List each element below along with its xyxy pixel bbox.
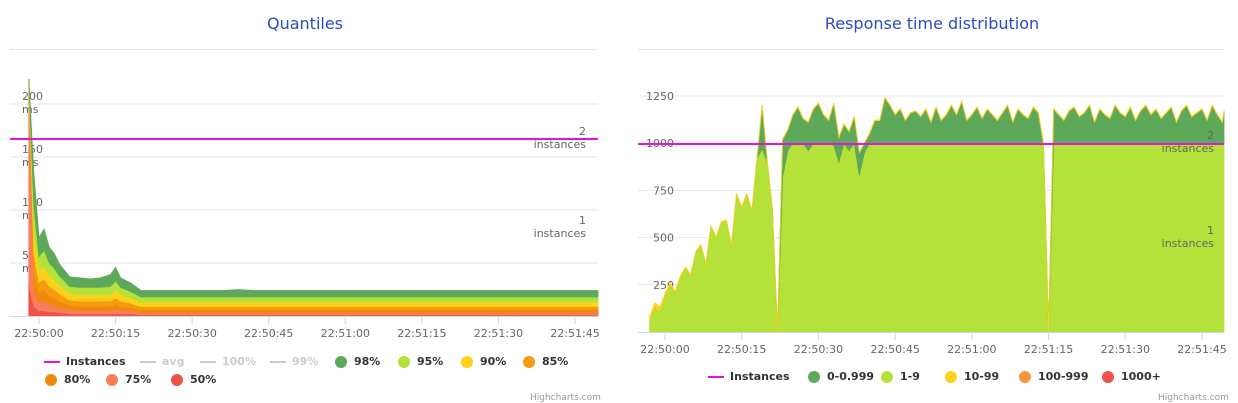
legend-item[interactable]: 90% [461,355,506,368]
x-tick-label: 22:50:30 [794,343,843,356]
legend-line-symbol [200,360,216,363]
x-tick-label: 22:50:45 [244,327,293,340]
title-divider [638,49,1224,50]
secondary-axis-label: 1 [1207,224,1214,237]
chart-title: Quantiles [266,14,344,33]
area-series-10-99[interactable] [649,96,1225,333]
legend-line-symbol [140,360,156,363]
legend-label: 98% [354,355,381,368]
secondary-axis-unit: instances [534,227,587,240]
secondary-axis-unit: instances [1162,142,1215,155]
legend-item[interactable]: 95% [398,355,443,368]
area-series-98-[interactable] [28,78,599,298]
legend-item[interactable]: 100-999 [1019,370,1089,383]
x-tick-label: 22:50:45 [870,343,919,356]
legend-label: 95% [417,355,444,368]
legend-dot-symbol [523,355,535,368]
legend-label: 100% [222,355,256,368]
legend-dot-symbol [335,355,347,368]
y-tick-label: 1250 [646,90,674,103]
legend-dot-symbol [461,355,473,368]
legend-dot-symbol [1102,370,1114,383]
response-time-panel: Response time distribution 250 500 750 1000… [626,0,1238,403]
secondary-axis-label: 2 [1207,129,1214,142]
y-tick-label: 500 [653,232,674,245]
legend-dot-symbol [881,370,893,383]
legend-dot-symbol [106,373,118,386]
legend-item[interactable]: avg [140,355,184,368]
quantiles-chart[interactable]: 50ms100ms150ms200ms22:50:0022:50:1522:50… [0,0,610,401]
y-tick-label: 750 [653,184,674,197]
secondary-axis-unit: instances [534,138,587,151]
secondary-axis-label: 1 [579,214,586,227]
legend-item[interactable]: 80% [45,373,90,386]
secondary-axis-label: 2 [579,125,586,138]
secondary-axis-unit: instances [1162,237,1215,250]
x-tick-label: 22:51:00 [947,343,996,356]
legend-label: 100-999 [1038,370,1089,383]
legend-item[interactable]: 1000+ [1102,370,1161,383]
x-tick-label: 22:50:15 [91,327,140,340]
legend-dot-symbol [1019,370,1031,383]
legend-item[interactable]: 99% [270,355,318,368]
legend-label: Instances [730,370,790,383]
legend-label: 0-0.999 [827,370,875,383]
legend-label: 80% [64,373,91,386]
legend-item[interactable]: 100% [200,355,256,368]
legend-label: 50% [190,373,217,386]
legend-label: avg [162,355,185,368]
legend-line-symbol [270,360,286,363]
legend-label: 75% [125,373,152,386]
credits-label[interactable]: Highcharts.com [1158,393,1229,403]
legend-dot-symbol [945,370,957,383]
x-tick-label: 22:51:00 [321,327,370,340]
x-tick-label: 22:50:30 [167,327,216,340]
area-series-1-9[interactable] [649,142,1225,333]
legend-line-symbol [708,375,724,378]
legend-label: 85% [542,355,569,368]
legend-item[interactable]: 50% [171,373,216,386]
x-tick-label: 22:50:15 [717,343,766,356]
quantiles-panel: Quantiles 50ms100ms150ms200ms22:50:0022:… [0,0,610,403]
x-tick-label: 22:50:00 [640,343,689,356]
legend-item[interactable]: 0-0.999 [808,370,874,383]
legend-label: 1-9 [900,370,920,383]
legend-dot-symbol [398,355,410,368]
legend-dot-symbol [171,373,183,386]
chart-title: Response time distribution [824,14,1040,33]
legend-dot-symbol [45,373,57,386]
x-tick-label: 22:51:15 [397,327,446,340]
title-divider [10,49,597,50]
x-tick-label: 22:50:00 [14,327,63,340]
legend-label: 1000+ [1121,370,1161,383]
y-tick-label: 200 [22,90,43,103]
x-tick-label: 22:51:30 [1101,343,1150,356]
legend-item[interactable]: 75% [106,373,151,386]
legend-item[interactable]: Instances [708,370,790,383]
legend-label: 10-99 [964,370,1000,383]
x-tick-label: 22:51:15 [1024,343,1073,356]
legend-label: Instances [66,355,126,368]
legend-item[interactable]: 98% [335,355,380,368]
legend-dot-symbol [808,370,820,383]
legend-item[interactable]: Instances [44,355,126,368]
legend-item[interactable]: 10-99 [945,370,999,383]
x-tick-label: 22:51:30 [474,327,523,340]
legend-label: 90% [480,355,507,368]
legend-item[interactable]: 85% [523,355,568,368]
legend-label: 99% [292,355,319,368]
legend-item[interactable]: 1-9 [881,370,920,383]
x-tick-label: 22:51:45 [550,327,599,340]
credits-label[interactable]: Highcharts.com [530,393,601,403]
legend-line-symbol [44,360,60,363]
x-tick-label: 22:51:45 [1177,343,1226,356]
